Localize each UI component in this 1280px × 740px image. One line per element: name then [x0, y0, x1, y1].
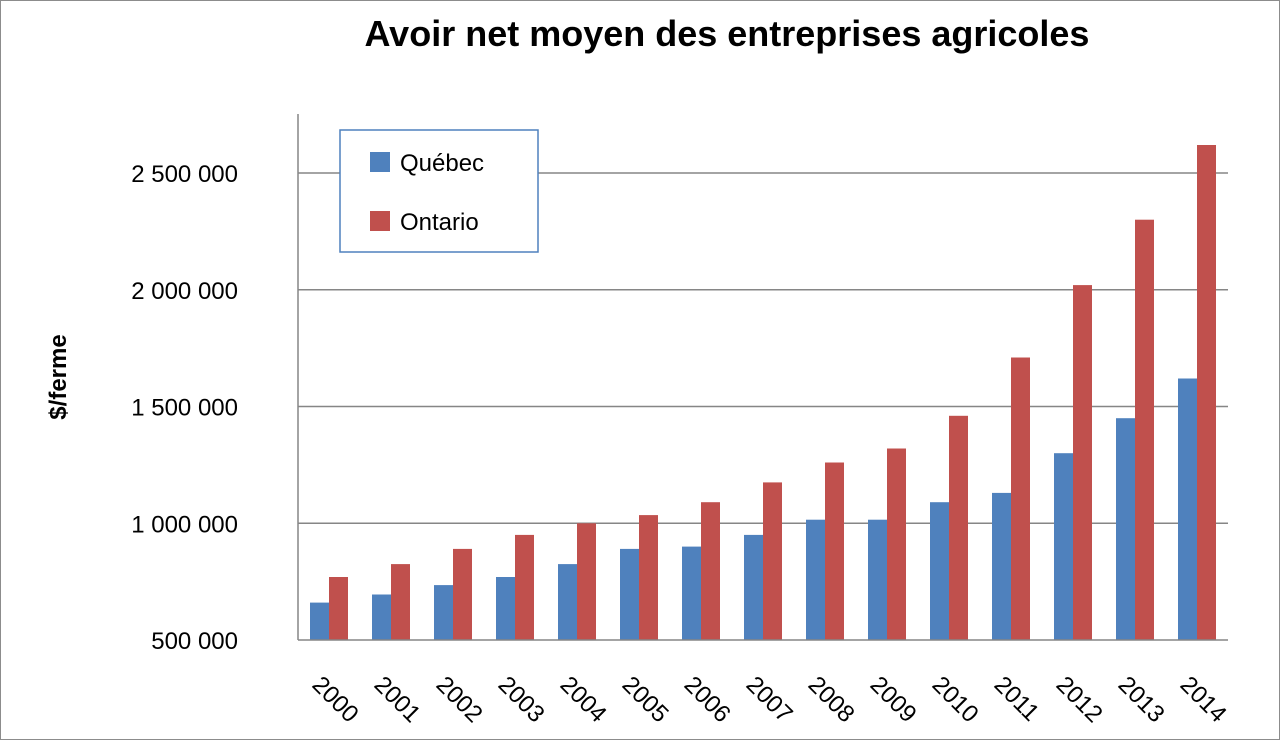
bar-quebec-2014 [1178, 378, 1197, 640]
x-tick-label: 2001 [369, 671, 426, 728]
y-tick-label: 1 000 000 [131, 511, 238, 538]
bar-ontario-2011 [1011, 357, 1030, 640]
x-tick-label: 2006 [679, 671, 736, 728]
bar-quebec-2011 [992, 492, 1011, 640]
bar-ontario-2012 [1073, 285, 1092, 640]
legend-label-ontario: Ontario [400, 209, 479, 236]
bar-ontario-2013 [1135, 219, 1154, 640]
bar-quebec-2002 [434, 585, 453, 640]
x-tick-label: 2010 [927, 671, 984, 728]
bar-quebec-2007 [744, 534, 763, 640]
x-tick-label: 2013 [1113, 671, 1170, 728]
bar-ontario-2014 [1197, 145, 1216, 640]
bar-quebec-2010 [930, 502, 949, 640]
bar-quebec-2013 [1116, 418, 1135, 640]
bar-ontario-2010 [949, 415, 968, 640]
bar-ontario-2009 [887, 448, 906, 640]
bar-quebec-2009 [868, 519, 887, 640]
legend-box [339, 129, 539, 253]
bar-ontario-2001 [391, 564, 410, 640]
bar-ontario-2006 [701, 502, 720, 640]
x-tick-label: 2007 [741, 671, 798, 728]
x-tick-labels: 2000 2001 2002 2003 2004 2005 2006 2007 2008 2009… [307, 671, 1232, 728]
x-tick-label: 2003 [493, 671, 550, 728]
x-tick-label: 2002 [431, 671, 488, 728]
bar-quebec-2012 [1054, 453, 1073, 640]
bar-quebec-2005 [620, 548, 639, 640]
y-axis-label: $/ferme [45, 334, 72, 419]
bar-ontario-2002 [453, 548, 472, 640]
bar-ontario-2000 [329, 577, 348, 640]
x-tick-label: 2008 [803, 671, 860, 728]
bar-series [310, 145, 1216, 641]
bar-quebec-2000 [310, 602, 329, 640]
x-tick-label: 2004 [555, 671, 612, 728]
bar-quebec-2004 [558, 564, 577, 640]
bar-quebec-2003 [496, 577, 515, 640]
chart-title: Avoir net moyen des entreprises agricole… [365, 13, 1090, 54]
y-tick-label: 2 000 000 [131, 278, 238, 305]
legend: Québec Ontario [339, 129, 539, 253]
legend-swatch-quebec [370, 152, 390, 172]
bar-ontario-2005 [639, 515, 658, 640]
x-tick-label: 2000 [307, 671, 364, 728]
y-tick-label: 1 500 000 [131, 395, 238, 422]
bar-quebec-2008 [806, 519, 825, 640]
bar-ontario-2007 [763, 482, 782, 640]
y-tick-label: 2 500 000 [131, 161, 238, 188]
bar-ontario-2008 [825, 462, 844, 640]
bar-quebec-2006 [682, 546, 701, 640]
x-tick-label: 2011 [989, 671, 1045, 727]
legend-label-quebec: Québec [400, 150, 484, 177]
y-tick-labels: 500 000 1 000 000 1 500 000 2 000 000 2 500 … [131, 161, 238, 655]
bar-quebec-2001 [372, 594, 391, 640]
x-tick-label: 2009 [865, 671, 922, 728]
bar-ontario-2004 [577, 523, 596, 641]
bar-ontario-2003 [515, 534, 534, 640]
x-tick-label: 2012 [1051, 671, 1108, 728]
x-tick-label: 2005 [617, 671, 674, 728]
legend-swatch-ontario [370, 211, 390, 231]
x-tick-label: 2014 [1175, 671, 1232, 728]
y-tick-label: 500 000 [151, 628, 238, 655]
